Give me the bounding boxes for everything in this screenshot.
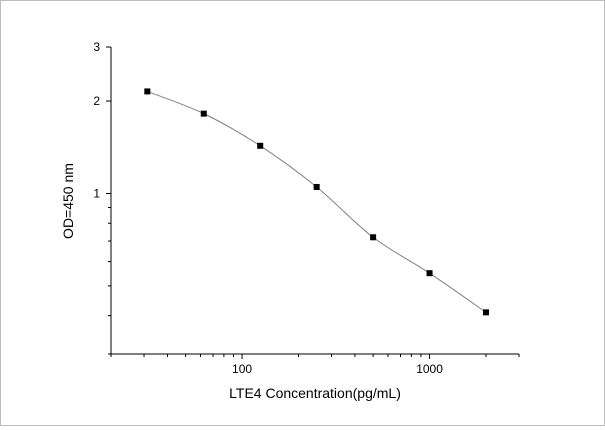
data-point: [482, 309, 489, 316]
y-axis-label: OD=450 nm: [60, 163, 76, 239]
x-tick-label: 100: [232, 362, 252, 376]
x-axis-label: LTE4 Concentration(pg/mL): [229, 385, 401, 401]
y-tick-label: 2: [93, 94, 100, 108]
series: [144, 88, 489, 316]
series-line: [147, 90, 487, 313]
ticks: 100 1000 1 2 3: [93, 40, 520, 376]
axes: [110, 47, 519, 355]
data-point: [313, 183, 320, 190]
data-point: [257, 142, 264, 149]
data-point: [370, 234, 377, 241]
data-point: [144, 88, 151, 95]
y-tick-label: 1: [93, 186, 100, 200]
x-tick-label: 1000: [416, 362, 443, 376]
data-point: [426, 270, 433, 277]
y-tick-label: 3: [93, 40, 100, 54]
data-point: [200, 110, 207, 117]
